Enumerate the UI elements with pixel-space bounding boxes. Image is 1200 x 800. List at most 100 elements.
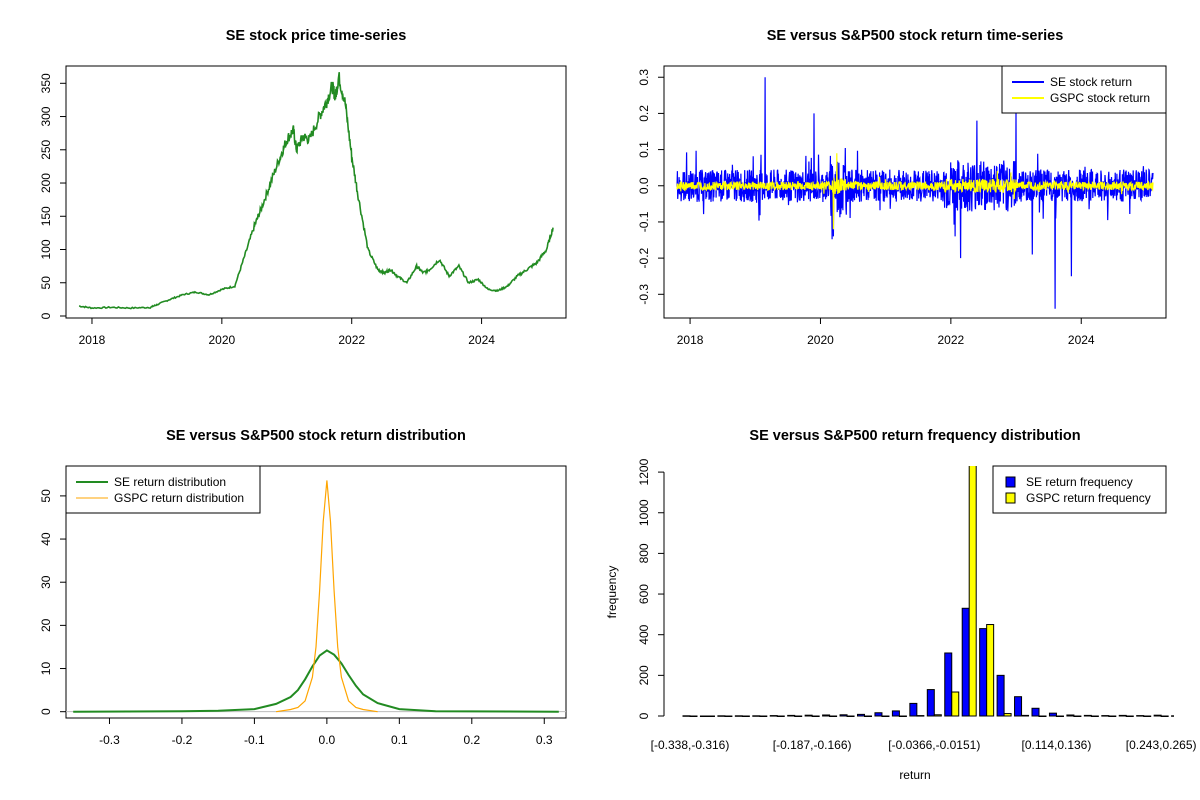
se-freq-bar: [717, 715, 726, 717]
freq-xtick-label: [-0.0366,-0.0151): [888, 738, 980, 752]
se-freq-bar: [909, 702, 918, 717]
se-freq-bar: [699, 715, 708, 717]
freq-xtick-label: [-0.187,-0.166): [773, 738, 852, 752]
density-ytick-label: 30: [39, 575, 53, 589]
gspc-freq-bar: [1108, 715, 1117, 717]
legend-gspc-dist-label: GSPC return distribution: [114, 491, 244, 505]
price-ytick-label: 150: [39, 206, 53, 226]
return-timeseries-legend: SE stock return GSPC stock return: [1001, 65, 1167, 114]
gspc-freq-bar: [1179, 716, 1186, 717]
legend-box: [1001, 65, 1167, 114]
gspc-freq-bar: [1160, 715, 1169, 717]
gspc-freq-bar: [706, 715, 715, 717]
se-freq-bar: [1014, 696, 1023, 717]
se-density-line: [73, 649, 559, 713]
return-ytick-label: -0.2: [637, 247, 651, 268]
gspc-freq-bar: [776, 715, 785, 717]
return-ytick-label: -0.1: [637, 211, 651, 232]
price-ytick-label: 100: [39, 239, 53, 259]
se-freq-bar: [979, 628, 988, 717]
se-freq-bar: [874, 712, 883, 717]
se-freq-bar: [787, 714, 796, 717]
price-chart-frame: [65, 65, 567, 319]
se-freq-bar: [1066, 714, 1075, 717]
freq-xtick-label: [-0.338,-0.316): [651, 738, 730, 752]
se-freq-bar: [857, 713, 865, 717]
return-xtick-label: 2022: [938, 333, 965, 347]
freq-xtick-label: [0.243,0.265): [1126, 738, 1197, 752]
return-distribution-frame: [65, 465, 567, 719]
legend-box: [65, 465, 261, 514]
se-freq-bar: [682, 715, 691, 717]
gspc-freq-bar: [724, 715, 733, 717]
price-ytick-label: 0: [39, 312, 53, 319]
price-ytick-label: 200: [39, 173, 53, 193]
price-ytick-label: 250: [39, 139, 53, 159]
price-chart: SE stock price time-series 0 50 100 150 200 2…: [39, 28, 567, 347]
density-xtick-label: 0.1: [391, 733, 408, 747]
return-xtick-label: 2020: [807, 333, 834, 347]
gspc-freq-bar: [689, 715, 698, 717]
se-freq-bar: [926, 689, 935, 717]
se-freq-bar: [961, 607, 970, 717]
legend-se-dist-label: SE return distribution: [114, 475, 226, 489]
se-freq-bar: [1118, 714, 1127, 717]
gspc-freq-bar: [1196, 716, 1200, 717]
gspc-freq-bar: [951, 691, 960, 717]
return-frequency-chart: SE versus S&P500 return frequency distri…: [605, 428, 1200, 782]
return-ytick-label: 0.3: [637, 69, 651, 86]
se-freq-bar: [1048, 712, 1057, 717]
return-distribution-title: SE versus S&P500 stock return distributi…: [166, 428, 466, 444]
price-ytick-label: 300: [39, 106, 53, 126]
se-freq-bar: [769, 715, 778, 717]
freq-xtick-label: [0.114,0.136): [1022, 738, 1092, 752]
legend-gspc-freq-swatch: [1005, 492, 1016, 504]
se-freq-bar: [891, 710, 900, 717]
legend-gspc-freq-label: GSPC return frequency: [1026, 491, 1151, 505]
freq-ytick-label: 600: [637, 584, 651, 604]
price-chart-title: SE stock price time-series: [226, 28, 407, 44]
density-xtick-label: -0.2: [172, 733, 193, 747]
gspc-freq-bar: [1038, 715, 1047, 717]
return-timeseries-frame: [663, 65, 1167, 319]
gspc-freq-bar: [829, 715, 838, 717]
se-freq-bar: [734, 715, 743, 717]
x-axis-label: return: [899, 768, 930, 782]
gspc-freq-bar: [864, 715, 872, 717]
return-ytick-label: 0.0: [637, 177, 651, 194]
se-freq-bar: [996, 674, 1005, 717]
return-ytick-label: -0.3: [637, 284, 651, 305]
se-freq-bar: [1101, 715, 1110, 717]
gspc-freq-bar: [916, 715, 925, 717]
return-ytick-label: 0.1: [637, 141, 651, 158]
gspc-freq-bar: [794, 715, 803, 717]
density-xtick-label: -0.3: [99, 733, 120, 747]
density-ytick-label: 0: [39, 708, 53, 715]
se-freq-bar: [1136, 715, 1145, 717]
gspc-freq-bar: [811, 715, 820, 717]
density-xtick-label: -0.1: [244, 733, 265, 747]
gspc-freq-bar: [1055, 715, 1064, 717]
se-freq-bar: [752, 715, 761, 717]
freq-ytick-label: 800: [637, 543, 651, 563]
se-freq-bar: [1153, 714, 1162, 717]
gspc-density-line: [276, 480, 378, 713]
gspc-freq-bar: [968, 466, 977, 717]
density-ytick-label: 50: [39, 489, 53, 503]
freq-ytick-label: 0: [637, 712, 651, 719]
gspc-freq-bar: [933, 714, 942, 717]
price-xtick-label: 2024: [468, 333, 495, 347]
freq-ytick-label: 1000: [637, 499, 651, 526]
price-xtick-label: 2022: [338, 333, 365, 347]
density-ytick-label: 20: [39, 618, 53, 632]
se-freq-bar: [804, 714, 813, 717]
gspc-freq-bar: [898, 715, 907, 717]
gspc-freq-bar: [1073, 715, 1082, 717]
gspc-freq-bar: [1021, 714, 1030, 717]
freq-ytick-label: 200: [637, 665, 651, 685]
price-ytick-label: 50: [39, 276, 53, 290]
gspc-return-line: [676, 153, 1154, 230]
price-line: [78, 72, 554, 310]
return-frequency-title: SE versus S&P500 return frequency distri…: [749, 428, 1080, 444]
